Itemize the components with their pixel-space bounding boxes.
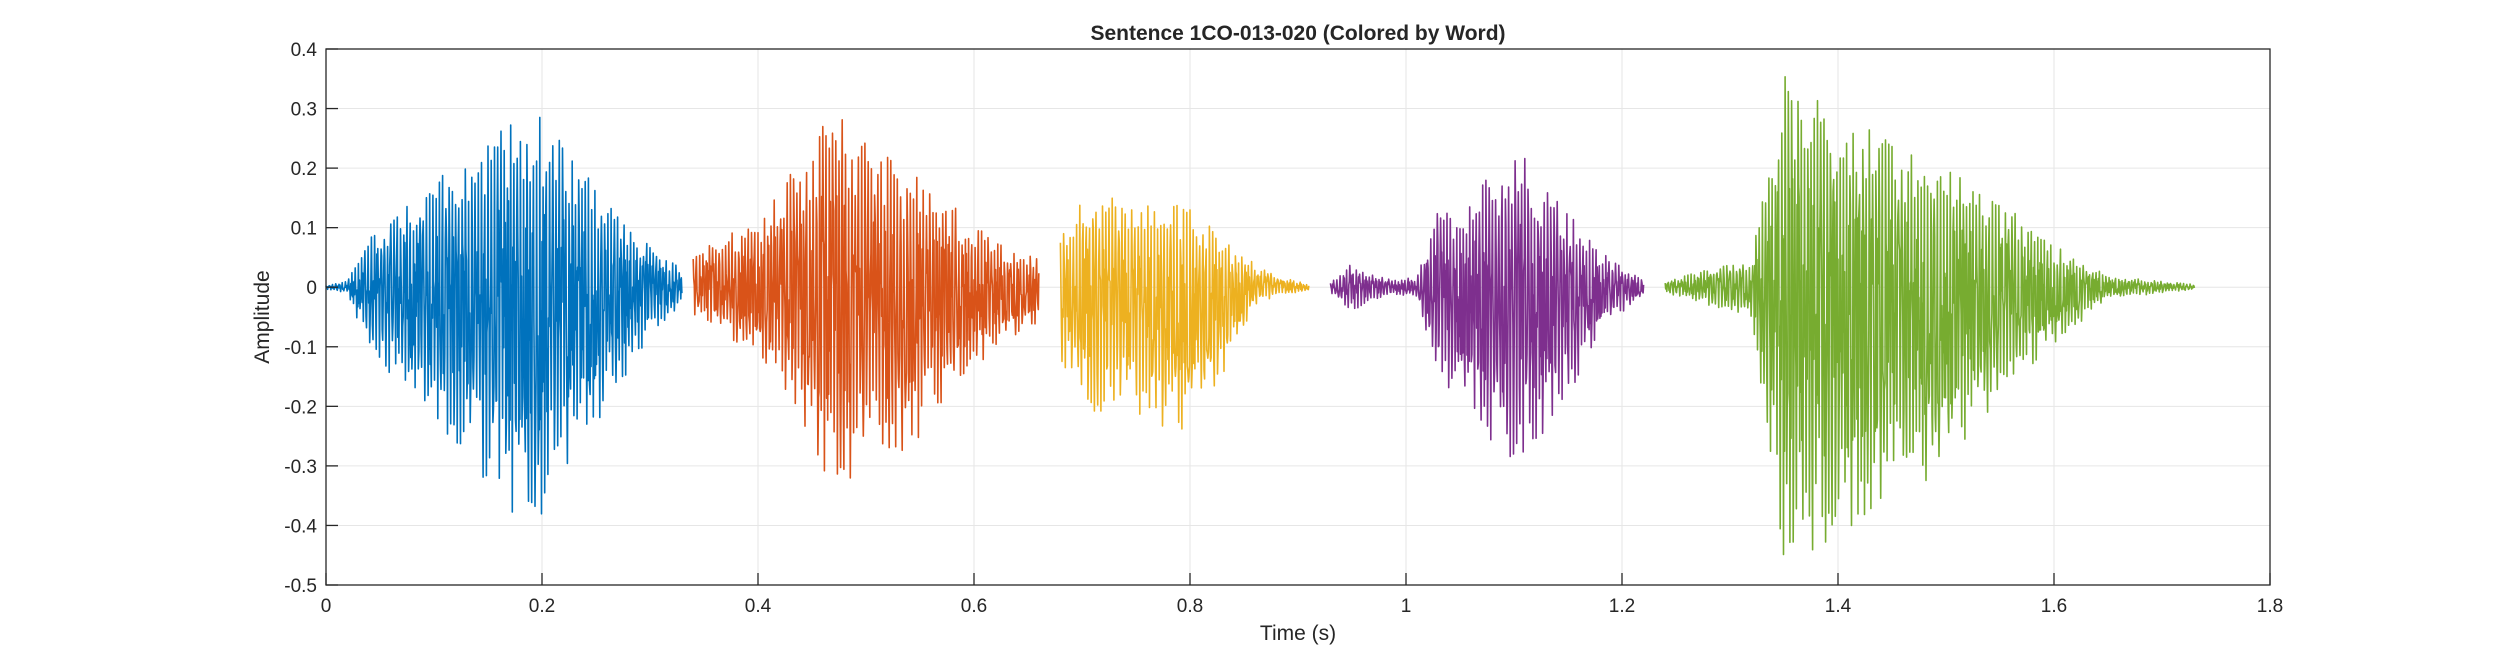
y-tick-label: 0.2: [291, 159, 317, 180]
y-tick-label: 0.4: [291, 40, 318, 61]
x-tick-label: 1.8: [2257, 596, 2283, 617]
waveform-word-1: [325, 116, 683, 515]
waveform-word-3: [1059, 197, 1310, 430]
axes-box: [325, 48, 2271, 586]
waveform-series: [325, 76, 2196, 556]
waveform-word-2: [692, 119, 1040, 479]
x-ticks: 0 0.2 0.4 0.6 0.8 1 1.2 1.4 1.6 1.8: [321, 573, 2283, 617]
y-tick-label: -0.4: [284, 516, 317, 537]
y-ticks: -0.5 -0.4 -0.3 -0.2 -0.1 0 0.1 0.2 0.3 0.4: [284, 40, 338, 597]
x-axis-label: Time (s): [1260, 622, 1336, 645]
x-tick-label: 0.6: [961, 596, 987, 617]
x-tick-label: 0: [321, 596, 332, 617]
x-tick-label: 0.8: [1177, 596, 1203, 617]
y-tick-label: -0.3: [284, 457, 317, 478]
x-tick-label: 1.2: [1609, 596, 1635, 617]
y-tick-label: 0: [306, 278, 317, 299]
y-tick-label: -0.2: [284, 397, 317, 418]
y-tick-label: -0.1: [284, 338, 317, 359]
y-tick-label: -0.5: [284, 576, 317, 597]
x-tick-label: 1.4: [1825, 596, 1852, 617]
x-tick-label: 0.2: [529, 596, 555, 617]
y-tick-label: 0.1: [291, 219, 317, 240]
waveform-word-4: [1329, 157, 1645, 458]
y-tick-label: 0.3: [291, 100, 317, 121]
axes: [325, 48, 2271, 586]
chart-title: Sentence 1CO-013-020 (Colored by Word): [1090, 22, 1505, 45]
x-tick-label: 0.4: [745, 596, 772, 617]
waveform-word-5: [1664, 76, 2196, 556]
y-axis-label: Amplitude: [251, 270, 274, 363]
x-tick-label: 1: [1401, 596, 1412, 617]
x-tick-label: 1.6: [2041, 596, 2067, 617]
